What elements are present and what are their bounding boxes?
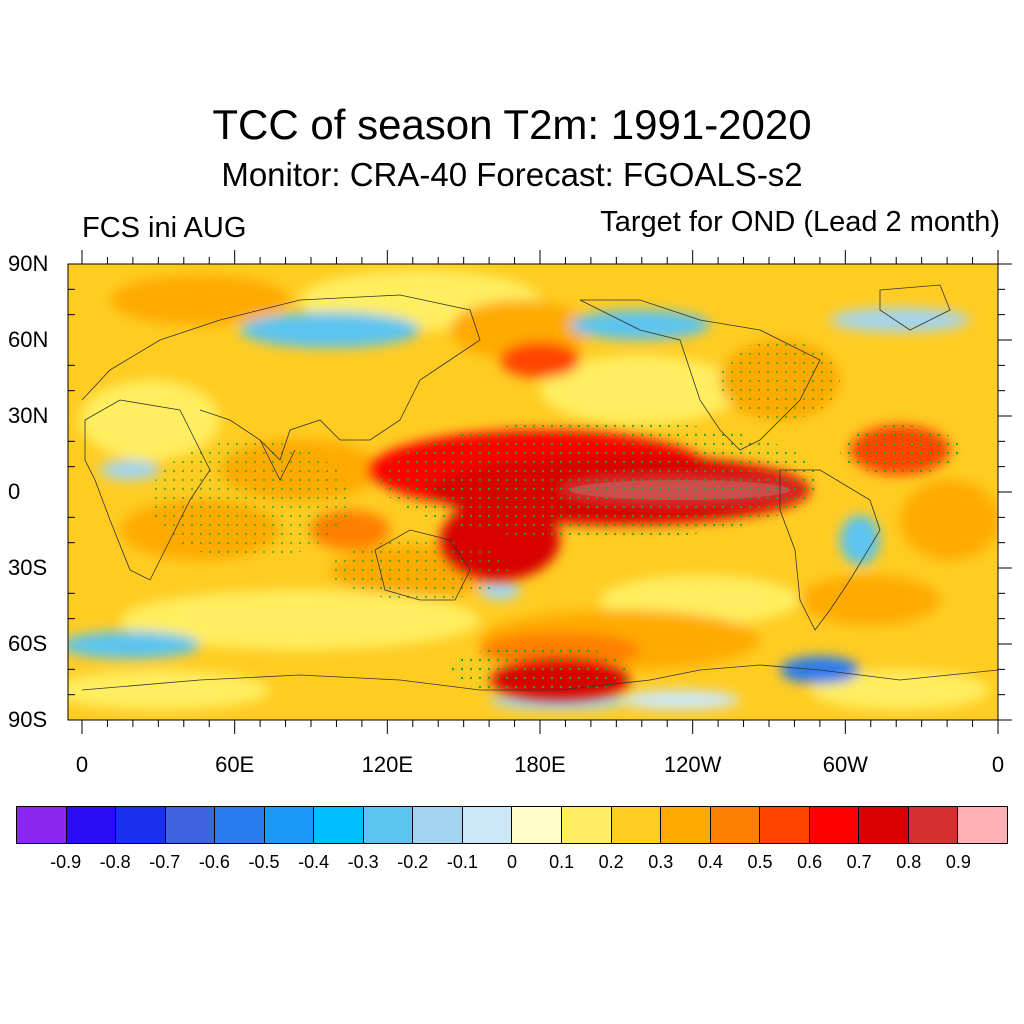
longitude-label: 120W: [663, 752, 722, 777]
colorbar-box: [661, 807, 711, 843]
colorbar-label: -0.2: [397, 852, 429, 872]
colorbar-box: [859, 807, 909, 843]
colorbar-label: 0.6: [797, 852, 823, 872]
colorbar-box: [512, 807, 563, 843]
colorbar-label: -0.9: [50, 852, 82, 872]
longitude-label: 180E: [514, 752, 566, 777]
colorbar-label: 0.8: [896, 852, 922, 872]
longitude-label: 60E: [215, 752, 255, 777]
colorbar-box: [66, 807, 117, 843]
colorbar-label: 0.3: [648, 852, 674, 872]
colorbar-label: 0.7: [846, 852, 872, 872]
colorbar-box: [760, 807, 810, 843]
colorbar-box: [809, 807, 860, 843]
latitude-label: 30S: [8, 555, 48, 580]
longitude-label: 60W: [822, 752, 868, 777]
colorbar-label: -0.5: [248, 852, 280, 872]
colorbar-label: -0.6: [198, 852, 230, 872]
latitude-label: 90N: [8, 251, 49, 276]
latitude-label: 60N: [8, 327, 49, 352]
colorbar-box: [116, 807, 166, 843]
colorbar-label: -0.8: [99, 852, 131, 872]
colorbar-box: [562, 807, 612, 843]
colorbar-label: 0.2: [598, 852, 624, 872]
latitude-label: 60S: [8, 631, 48, 656]
colorbar-box: [215, 807, 265, 843]
map-field: [68, 264, 998, 720]
colorbar-label: 0.5: [747, 852, 773, 872]
colorbar-box: [710, 807, 761, 843]
colorbar-box: [908, 807, 959, 843]
latitude-label: 30N: [8, 403, 49, 428]
latitude-label: 90S: [8, 707, 48, 732]
colorbar-label: 0.9: [945, 852, 971, 872]
colorbar-label: -0.4: [298, 852, 330, 872]
colorbar-box: [314, 807, 364, 843]
chart-subtitle: Monitor: CRA-40 Forecast: FGOALS-s2: [221, 156, 803, 193]
colorbar-label: 0.1: [549, 852, 575, 872]
colorbar-label: -0.1: [446, 852, 478, 872]
colorbar-box: [165, 807, 216, 843]
colorbar-box: [611, 807, 662, 843]
right-label: Target for OND (Lead 2 month): [600, 206, 1000, 238]
chart-title: TCC of season T2m: 1991-2020: [212, 101, 812, 148]
latitude-label: 0: [8, 479, 21, 504]
colorbar-label: -0.7: [149, 852, 181, 872]
colorbar-label: 0.4: [697, 852, 723, 872]
colorbar: [16, 806, 1008, 844]
colorbar-label: -0.3: [347, 852, 379, 872]
colorbar-box: [363, 807, 414, 843]
colorbar-box: [17, 807, 67, 843]
longitude-label: 120E: [361, 752, 414, 777]
longitude-label: 0: [991, 752, 1005, 777]
colorbar-box: [462, 807, 513, 843]
colorbar-box: [958, 807, 1007, 843]
left-label: FCS ini AUG: [82, 212, 247, 244]
colorbar-box: [264, 807, 315, 843]
longitude-label: 0: [75, 752, 89, 777]
colorbar-box: [413, 807, 463, 843]
colorbar-label: 0: [506, 852, 518, 872]
